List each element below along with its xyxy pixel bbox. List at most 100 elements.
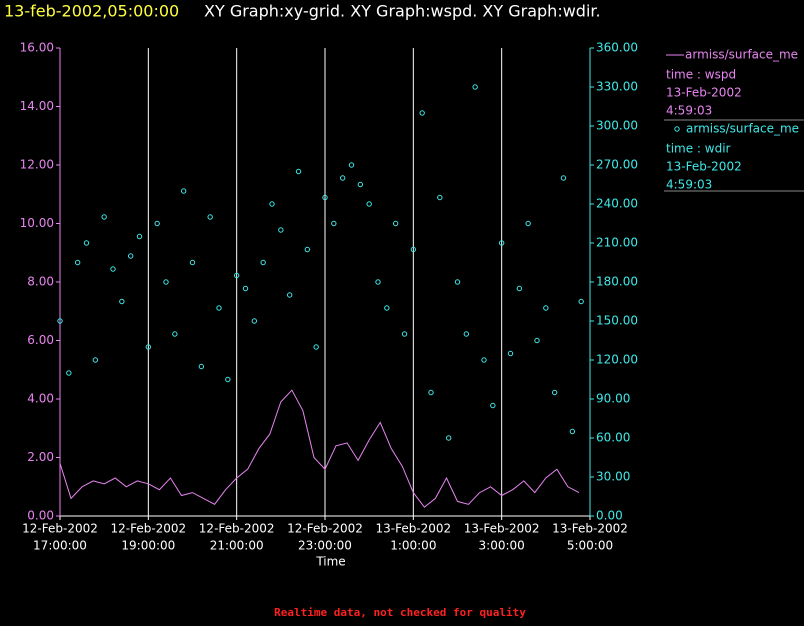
legend-label: armiss/surface_me — [686, 122, 799, 136]
y2-tick-label: 210.00 — [596, 236, 638, 250]
x-tick-label: 19:00:00 — [121, 539, 175, 553]
y-tick-label: 12.00 — [20, 158, 54, 172]
y-tick-label: 0.00 — [27, 509, 54, 523]
footer: Realtime data, not checked for quality — [274, 606, 526, 619]
point — [322, 194, 328, 201]
point — [384, 305, 390, 311]
point — [516, 285, 523, 292]
point — [357, 181, 364, 188]
point — [543, 305, 549, 311]
header-graphs: XY Graph:xy-grid. XY Graph:wspd. XY Grap… — [204, 2, 601, 21]
point — [313, 344, 319, 350]
legend-detail: 13-Feb-2002 — [666, 86, 742, 100]
y-tick-label: 2.00 — [27, 450, 54, 464]
point — [119, 298, 125, 305]
point — [286, 292, 293, 298]
header-timestamp: 13-feb-2002,05:00:00 — [4, 2, 179, 21]
point — [428, 389, 434, 396]
point — [233, 272, 240, 279]
x-axis-label: Time — [315, 555, 345, 569]
point — [525, 220, 531, 227]
point — [57, 318, 63, 324]
x-tick-label: 13-Feb-2002 — [552, 522, 628, 536]
point — [180, 188, 187, 194]
point — [92, 357, 99, 363]
line — [59, 389, 580, 508]
y2-tick-label: 150.00 — [596, 314, 638, 328]
point — [507, 350, 514, 357]
y2-tick-label: 330.00 — [596, 80, 638, 94]
point — [578, 298, 584, 305]
point — [74, 259, 81, 266]
legend-label: armiss/surface_me — [685, 48, 798, 62]
point — [437, 194, 443, 201]
legend-marker — [674, 126, 680, 132]
point — [127, 253, 134, 259]
y-tick-label: 6.00 — [27, 333, 54, 347]
point — [225, 376, 231, 383]
x-tick-label: 3:00:00 — [479, 539, 525, 553]
point — [66, 370, 72, 376]
y2-tick-label: 30.00 — [596, 470, 630, 484]
point — [101, 214, 107, 220]
point — [498, 240, 505, 246]
point — [560, 175, 567, 181]
point — [145, 344, 152, 350]
legend-detail: time : wspd — [666, 68, 736, 82]
y-tick-label: 4.00 — [27, 392, 54, 406]
point — [278, 227, 284, 233]
point — [463, 331, 470, 337]
point — [551, 389, 558, 396]
point — [401, 331, 408, 337]
y-tick-label: 8.00 — [27, 275, 54, 289]
point — [216, 305, 222, 311]
point — [331, 220, 337, 227]
point — [419, 110, 425, 116]
y2-tick-label: 60.00 — [596, 431, 630, 445]
point — [534, 337, 540, 344]
point — [481, 357, 487, 363]
point — [445, 435, 452, 441]
x-tick-label: 12-Feb-2002 — [199, 522, 275, 536]
point — [163, 279, 169, 285]
point — [260, 259, 266, 266]
point — [172, 331, 178, 337]
point — [569, 428, 576, 435]
point — [472, 84, 478, 90]
y2-tick-label: 0.00 — [596, 509, 623, 523]
y2-tick-label: 240.00 — [596, 197, 638, 211]
point — [251, 318, 258, 324]
point — [375, 279, 381, 285]
x-tick-label: 12-Feb-2002 — [287, 522, 363, 536]
y2-tick-label: 270.00 — [596, 158, 638, 172]
legend-detail: 13-Feb-2002 — [666, 160, 742, 174]
y2-tick-label: 120.00 — [596, 353, 638, 367]
y2-tick-label: 90.00 — [596, 392, 630, 406]
point — [207, 214, 213, 220]
point — [83, 240, 90, 246]
x-tick-label: 17:00:00 — [33, 539, 87, 553]
point — [269, 201, 275, 207]
point — [154, 220, 160, 227]
point — [339, 175, 346, 181]
point — [242, 285, 249, 292]
y2-tick-label: 300.00 — [596, 119, 638, 133]
point — [110, 266, 116, 272]
x-tick-label: 1:00:00 — [390, 539, 436, 553]
point — [392, 220, 399, 227]
point — [490, 402, 496, 409]
y-tick-label: 14.00 — [20, 99, 54, 113]
legend-detail: time : wdir — [666, 142, 731, 156]
x-tick-label: 12-Feb-2002 — [22, 522, 98, 536]
point — [295, 168, 302, 175]
point — [136, 233, 143, 240]
x-tick-label: 21:00:00 — [210, 539, 264, 553]
point — [366, 201, 372, 207]
point — [410, 246, 417, 253]
y2-tick-label: 180.00 — [596, 275, 638, 289]
x-tick-label: 12-Feb-2002 — [110, 522, 186, 536]
y-tick-label: 16.00 — [20, 41, 54, 55]
y2-tick-label: 360.00 — [596, 41, 638, 55]
